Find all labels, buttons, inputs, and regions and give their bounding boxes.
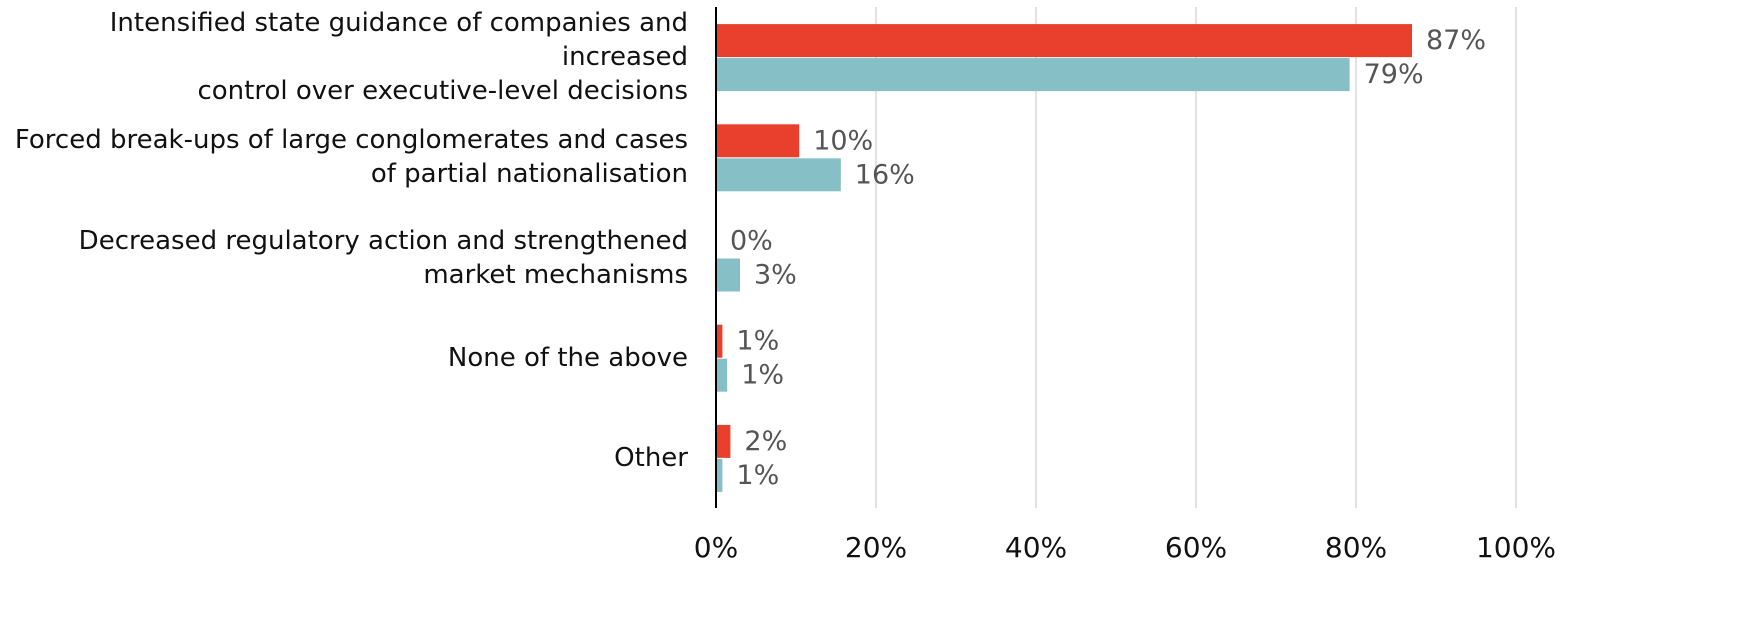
bar xyxy=(716,24,1412,58)
value-label: 79% xyxy=(1364,59,1424,90)
bar xyxy=(716,324,723,358)
bar xyxy=(716,258,740,292)
x-tick-label: 40% xyxy=(1005,531,1067,564)
value-label: 2% xyxy=(744,426,787,457)
value-label: 1% xyxy=(741,360,784,391)
category-label: None of the above xyxy=(447,342,688,373)
category-label: Forced break-ups of large conglomerates … xyxy=(14,125,688,190)
bar xyxy=(716,58,1350,92)
value-label: 3% xyxy=(754,260,797,291)
x-tick-label: 0% xyxy=(694,531,738,564)
value-label: 1% xyxy=(736,326,779,357)
x-tick-label: 80% xyxy=(1325,531,1387,564)
category-label: Decreased regulatory action and strength… xyxy=(78,225,688,290)
value-label: 1% xyxy=(736,460,779,491)
x-tick-label: 60% xyxy=(1165,531,1227,564)
bar xyxy=(716,458,723,492)
x-tick-label: 100% xyxy=(1476,531,1556,564)
value-label: 16% xyxy=(855,159,915,190)
category-label: Intensified state guidance of companies … xyxy=(109,8,688,107)
bar xyxy=(716,358,728,392)
value-label: 87% xyxy=(1426,25,1486,56)
value-label: 0% xyxy=(730,226,773,257)
value-label: 10% xyxy=(813,125,873,156)
bar xyxy=(716,124,800,158)
x-tick-label: 20% xyxy=(845,531,907,564)
category-label: Other xyxy=(614,442,688,473)
bar xyxy=(716,158,841,192)
bar xyxy=(716,424,731,458)
